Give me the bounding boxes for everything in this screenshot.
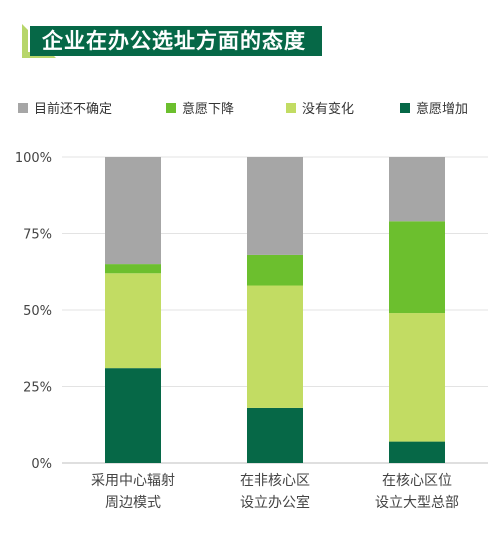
legend-label-increase: 意愿增加: [416, 102, 469, 117]
bar-segment: [247, 285, 303, 408]
y-tick-label: 75%: [23, 228, 52, 243]
legend-item-increase: 意愿增加: [400, 98, 468, 117]
bar-segment: [389, 313, 445, 442]
legend: 目前还不确定 意愿下降 没有变化 意愿增加: [18, 98, 488, 120]
legend-item-no-change: 没有变化: [286, 98, 354, 117]
bar-segment: [105, 264, 161, 274]
x-category-label: 在非核心区: [240, 473, 310, 489]
bar-segment: [247, 254, 303, 286]
legend-label-undecided: 目前还不确定: [34, 102, 113, 117]
y-tick-label: 25%: [23, 381, 52, 396]
x-category-label: 设立办公室: [240, 494, 310, 511]
legend-item-decrease: 意愿下降: [166, 98, 234, 117]
y-tick-label: 100%: [15, 151, 52, 166]
legend-swatch-decrease: [166, 102, 176, 113]
legend-swatch-increase: [400, 102, 410, 113]
bar-segment: [105, 368, 161, 463]
y-tick-label: 50%: [23, 304, 52, 319]
bar-segment: [389, 441, 445, 463]
x-category-label: 在核心区位: [382, 473, 452, 489]
bar-segment: [389, 221, 445, 314]
bar-segment: [389, 157, 445, 222]
x-category-label: 周边模式: [105, 495, 161, 511]
bar-segment: [105, 157, 161, 265]
legend-swatch-undecided: [18, 102, 28, 113]
x-category-label: 设立大型总部: [375, 495, 459, 511]
x-category-label: 采用中心辐射: [91, 473, 175, 489]
legend-label-decrease: 意愿下降: [182, 102, 235, 117]
bar-segment: [247, 157, 303, 255]
legend-item-undecided: 目前还不确定: [18, 98, 112, 117]
chart-title: 企业在办公选址方面的态度: [30, 26, 322, 56]
legend-label-no-change: 没有变化: [302, 102, 355, 117]
bar-segment: [105, 273, 161, 369]
bar-segment: [247, 407, 303, 463]
legend-swatch-no-change: [286, 102, 296, 113]
y-tick-label: 0%: [31, 457, 52, 472]
